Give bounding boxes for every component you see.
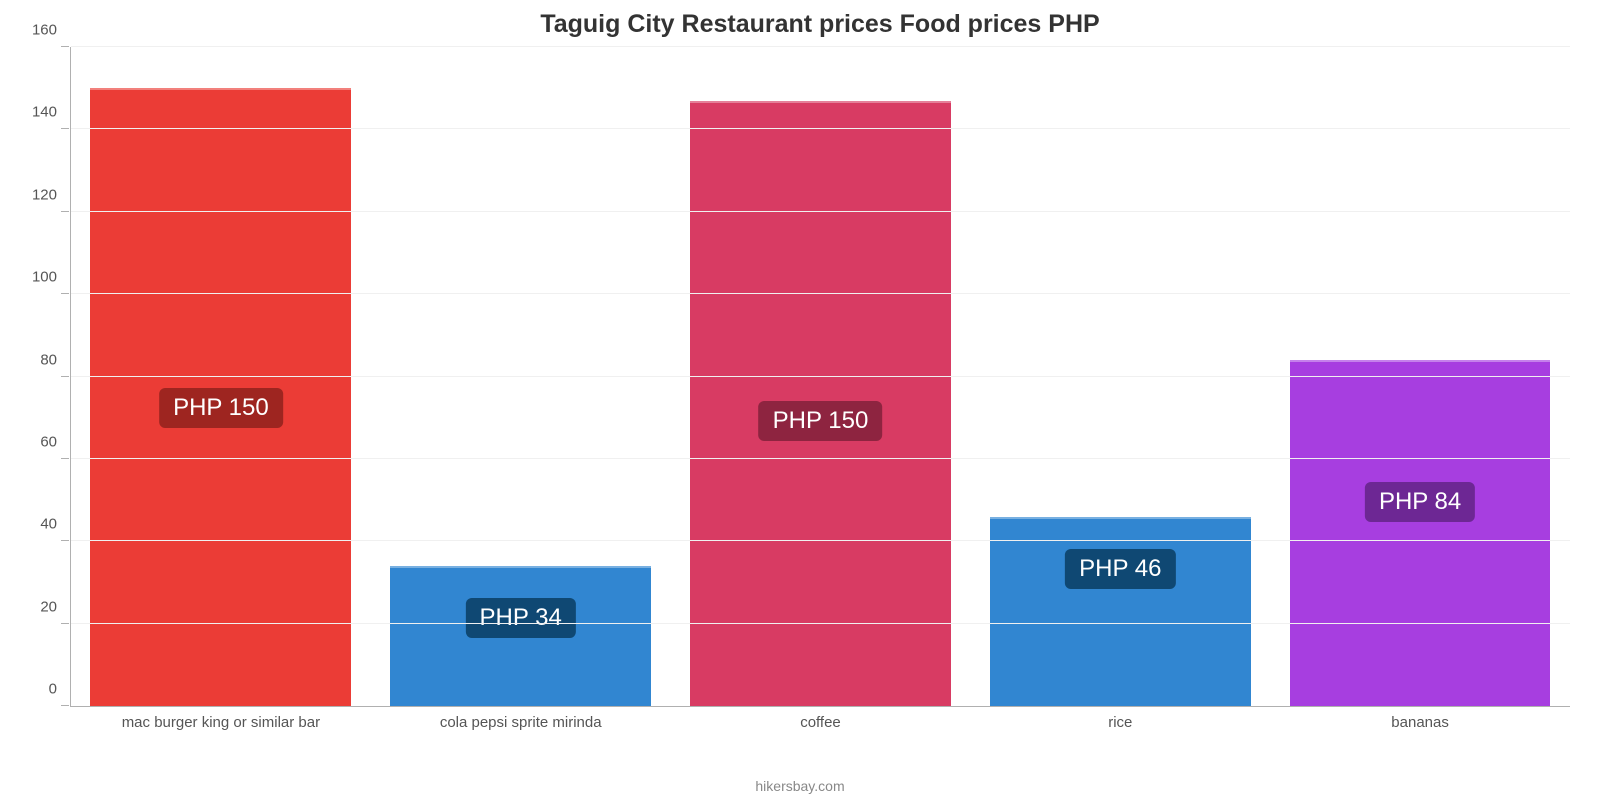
x-axis-label: bananas: [1270, 714, 1570, 731]
x-axis-label: rice: [970, 714, 1270, 731]
y-tick: [61, 705, 69, 706]
bar: PHP 150: [690, 101, 951, 706]
bars-container: PHP 150 PHP 34 PHP 150 PHP 46 PHP 84: [71, 47, 1570, 706]
y-tick: [61, 623, 69, 624]
x-axis-label: coffee: [671, 714, 971, 731]
y-axis-label: 40: [40, 516, 71, 533]
y-tick: [61, 458, 69, 459]
bar: PHP 84: [1290, 360, 1551, 706]
bar: PHP 34: [390, 566, 651, 706]
y-axis-label: 160: [32, 22, 71, 39]
chart-container: Taguig City Restaurant prices Food price…: [0, 0, 1600, 800]
bar: PHP 150: [90, 88, 351, 706]
bar: PHP 46: [990, 517, 1251, 706]
value-badge: PHP 34: [466, 598, 576, 638]
y-tick: [61, 46, 69, 47]
value-badge: PHP 150: [759, 401, 883, 441]
y-axis-label: 140: [32, 104, 71, 121]
grid-line: [71, 128, 1570, 129]
plot-area: PHP 150PHP 34PHP 150PHP 46PHP 84 mac bur…: [70, 47, 1570, 707]
chart-title: Taguig City Restaurant prices Food price…: [70, 10, 1570, 39]
y-axis-label: 20: [40, 598, 71, 615]
bar-highlight: [390, 566, 651, 568]
y-tick: [61, 128, 69, 129]
y-tick: [61, 376, 69, 377]
bar-slot: PHP 34: [371, 47, 671, 706]
x-axis-label: cola pepsi sprite mirinda: [371, 714, 671, 731]
grid-line: [71, 293, 1570, 294]
x-axis-labels: mac burger king or similar barcola pepsi…: [71, 706, 1570, 731]
y-axis-label: 0: [49, 681, 71, 698]
y-axis-label: 100: [32, 269, 71, 286]
y-axis-label: 120: [32, 186, 71, 203]
bar-highlight: [690, 101, 951, 103]
bar-slot: PHP 150: [71, 47, 371, 706]
grid-line: [71, 46, 1570, 47]
grid-line: [71, 376, 1570, 377]
y-tick: [61, 540, 69, 541]
bar-highlight: [1290, 360, 1551, 362]
bar-slot: PHP 46: [970, 47, 1270, 706]
bar-highlight: [90, 88, 351, 90]
value-badge: PHP 46: [1065, 549, 1175, 589]
y-axis-label: 60: [40, 433, 71, 450]
value-badge: PHP 150: [159, 388, 283, 428]
grid-line: [71, 540, 1570, 541]
grid-line: [71, 623, 1570, 624]
y-axis-label: 80: [40, 351, 71, 368]
grid-line: [71, 211, 1570, 212]
y-tick: [61, 293, 69, 294]
chart-footer: hikersbay.com: [0, 778, 1600, 794]
bar-slot: PHP 150: [671, 47, 971, 706]
y-tick: [61, 211, 69, 212]
bar-highlight: [990, 517, 1251, 519]
bar-slot: PHP 84: [1270, 47, 1570, 706]
value-badge: PHP 84: [1365, 482, 1475, 522]
x-axis-label: mac burger king or similar bar: [71, 714, 371, 731]
grid-line: [71, 458, 1570, 459]
